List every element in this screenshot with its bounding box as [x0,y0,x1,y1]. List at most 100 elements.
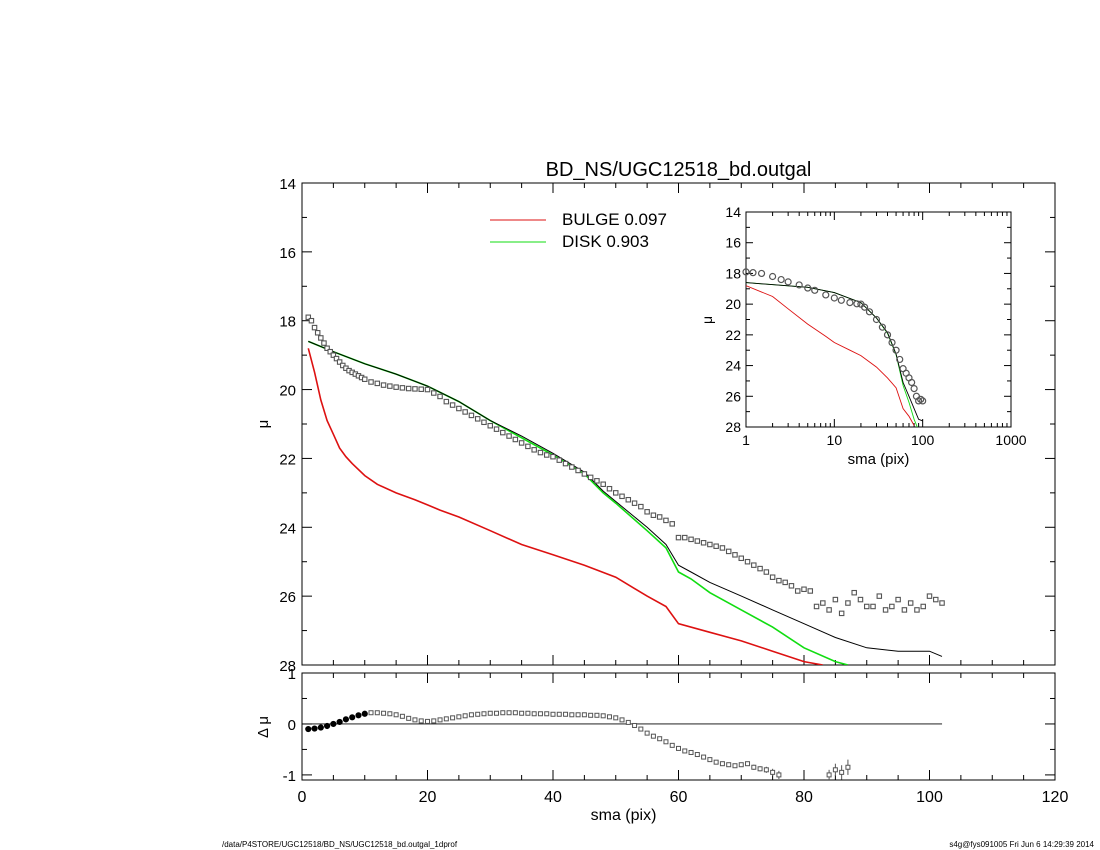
data-point [412,386,418,392]
data-point [305,314,312,321]
residual-point [393,712,399,718]
inset-data-point [917,395,925,403]
data-point [380,382,387,388]
data-point [650,512,657,518]
x-axis-label: sma (pix) [591,807,657,824]
data-point [449,402,456,408]
residual-point [475,711,481,717]
residual-point [563,711,569,717]
residual-point [707,757,713,763]
inset-y-axis-label: μ [699,316,715,324]
inset-data-point [742,268,750,276]
residual-point [776,772,782,778]
residual-point [632,722,638,728]
data-point [330,352,337,358]
x-tick-label: 20 [419,789,437,806]
residual-point [832,767,838,773]
inset-data-point [896,355,904,364]
data-point [550,453,556,460]
chart-title: BD_NS/UGC12518_bd.outgal [546,159,812,181]
data-point [318,335,324,341]
inset-data-point [910,385,918,393]
inset-data-point [853,300,861,308]
data-point [537,449,544,456]
residual-point [550,711,556,717]
residual-point [650,733,656,739]
inset-plot-frame [745,211,1012,428]
residual-point [531,711,537,717]
data-point [462,409,468,415]
data-point [625,496,632,503]
data-point [443,398,450,405]
residual-point [311,725,318,732]
data-point [340,362,346,369]
residual-point [619,717,625,723]
data-point [518,440,525,446]
data-point [581,471,588,477]
data-point [393,384,399,390]
inset-data-point [757,269,766,278]
residual-point [732,763,738,769]
inset-data-point [784,278,792,286]
y-tick-label: 18 [279,314,296,331]
data-point [700,540,707,546]
residual-point [544,711,550,717]
inset-x-tick-label: 10 [827,432,843,448]
residual-point [751,764,757,770]
residual-point [519,710,525,716]
data-point [776,577,782,584]
data-point [487,422,493,429]
data-point [587,474,594,481]
residual-point [606,714,612,720]
residual-point [745,761,751,767]
data-point [506,433,512,439]
inset-data-point [883,331,892,339]
residual-point [494,710,500,716]
data-point [512,436,519,443]
residual-point [726,762,732,768]
inset-data-point [872,315,881,324]
inset-data-point [865,308,874,316]
residual-point [500,710,506,716]
data-point [663,517,669,524]
data-point [474,416,481,422]
data-point [468,412,475,419]
residual-point [374,710,380,716]
inset-data-point [837,296,845,304]
y-tick-label: 22 [279,451,296,468]
inset-x-axis-label: sma (pix) [848,451,910,468]
data-point [732,552,738,558]
data-point [418,386,424,392]
residual-point [588,712,594,718]
data-point [569,464,575,470]
inset-model-line [746,285,915,426]
residual-point [594,712,600,718]
data-point [594,478,600,484]
residual-point [688,749,694,755]
residual-point [719,761,725,767]
inset-data-point [888,338,896,347]
data-point [606,485,613,492]
data-point [682,534,688,541]
residual-point [845,764,851,770]
data-point [820,600,826,606]
data-point [769,574,776,580]
data-point [807,588,814,594]
residual-y-tick-label: 1 [288,666,296,683]
residual-point [556,711,562,717]
x-tick-label: 120 [1042,789,1069,806]
data-point [763,569,770,575]
inset-data-point [919,397,927,405]
data-point [939,600,945,606]
residual-point [450,715,456,721]
residual-point [437,717,443,723]
residual-point [525,710,531,716]
y-tick-label: 14 [279,176,296,193]
inset-y-tick-label: 26 [725,388,741,404]
data-point [757,565,763,572]
data-point [876,593,883,599]
residual-point [600,713,606,719]
y-tick-label: 24 [279,520,296,537]
inset-y-tick-label: 20 [725,296,741,312]
inset-data-point [804,284,812,292]
